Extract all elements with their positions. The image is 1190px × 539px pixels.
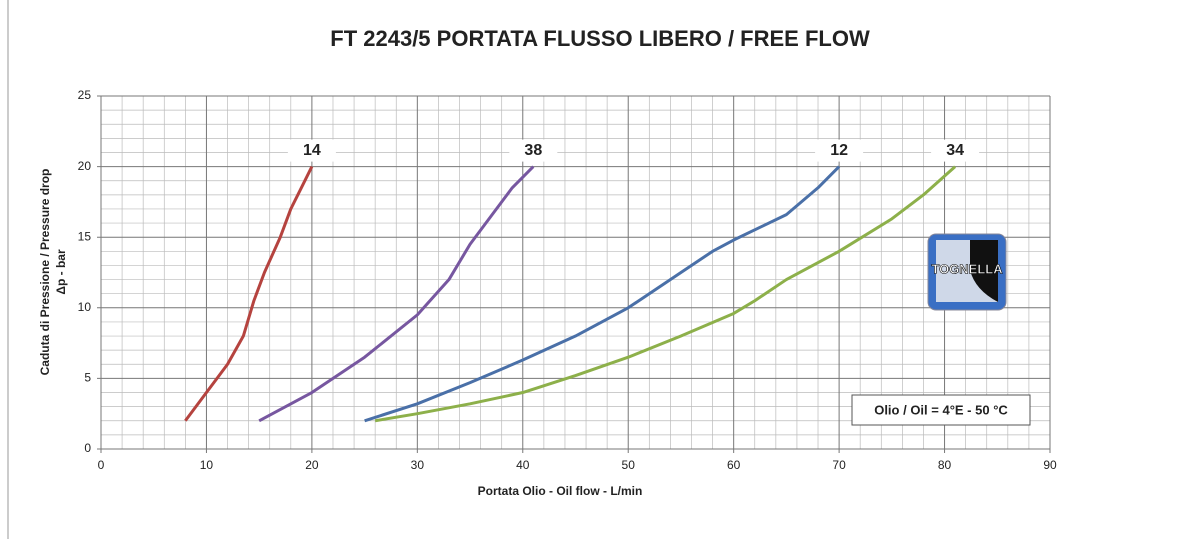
series-label-box	[509, 139, 558, 162]
x-tick-label: 20	[305, 458, 319, 472]
series-label-box	[931, 139, 980, 162]
chart-title: FT 2243/5 PORTATA FLUSSO LIBERO / FREE F…	[330, 26, 870, 51]
x-tick-label: 50	[622, 458, 636, 472]
y-axis-label: Caduta di Pressione / Pressure drop	[38, 169, 52, 376]
x-tick-label: 40	[516, 458, 530, 472]
logo: TOGNELLA	[927, 233, 1007, 311]
y-tick-label: 5	[84, 371, 91, 385]
x-tick-label: 60	[727, 458, 741, 472]
series-line	[258, 165, 535, 423]
y-tick-label: 0	[84, 441, 91, 455]
y-tick-label: 25	[78, 88, 92, 102]
y-axis-label: Δp - bar	[54, 249, 68, 295]
series-line	[374, 165, 957, 423]
series-label: 12	[830, 142, 848, 159]
series-line	[184, 165, 314, 422]
x-tick-label: 70	[832, 458, 846, 472]
x-tick-label: 90	[1043, 458, 1057, 472]
annotation: Olio / Oil = 4°E - 50 °C	[874, 402, 1008, 417]
x-tick-label: 30	[411, 458, 425, 472]
y-tick-label: 15	[78, 229, 92, 243]
logo-shape	[970, 240, 998, 302]
y-tick-label: 20	[78, 159, 92, 173]
series-label-box	[287, 139, 336, 162]
y-tick-label: 10	[78, 300, 92, 314]
series-label: 34	[946, 142, 964, 159]
logo-text: TOGNELLA	[931, 261, 1003, 276]
x-tick-label: 80	[938, 458, 952, 472]
x-tick-label: 0	[98, 458, 105, 472]
series-line	[364, 165, 841, 423]
annotation-box	[851, 394, 1031, 426]
series-label: 14	[303, 142, 321, 159]
x-tick-label: 10	[200, 458, 214, 472]
series-label: 38	[524, 142, 542, 159]
series-label-box	[815, 139, 864, 162]
x-axis-label: Portata Olio - Oil flow - L/min	[478, 484, 643, 498]
